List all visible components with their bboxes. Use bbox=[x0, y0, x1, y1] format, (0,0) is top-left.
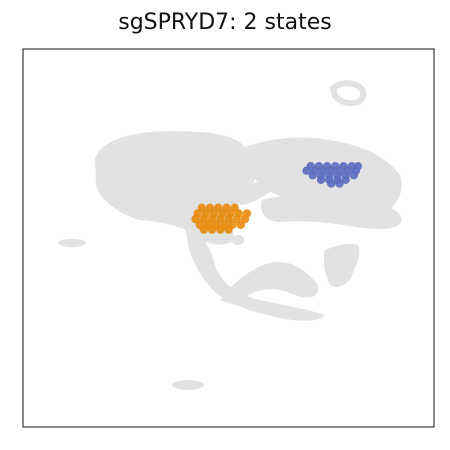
state-2-point bbox=[316, 175, 326, 184]
background-cells bbox=[58, 80, 402, 390]
state-2-point bbox=[335, 179, 344, 188]
state-1-point bbox=[216, 225, 225, 234]
state-1-point bbox=[224, 225, 233, 234]
state-points bbox=[191, 161, 363, 234]
state-2-point bbox=[341, 175, 350, 184]
chart-title: sgSPRYD7: 2 states bbox=[118, 10, 332, 35]
state-2-point bbox=[308, 171, 317, 180]
state-2-point bbox=[349, 171, 359, 180]
state-1-point bbox=[236, 220, 246, 229]
state-2-point bbox=[302, 166, 311, 175]
state-1-point bbox=[207, 225, 217, 234]
state-2-point bbox=[327, 179, 336, 188]
state-1-point bbox=[199, 225, 209, 234]
plot-frame bbox=[22, 48, 435, 428]
